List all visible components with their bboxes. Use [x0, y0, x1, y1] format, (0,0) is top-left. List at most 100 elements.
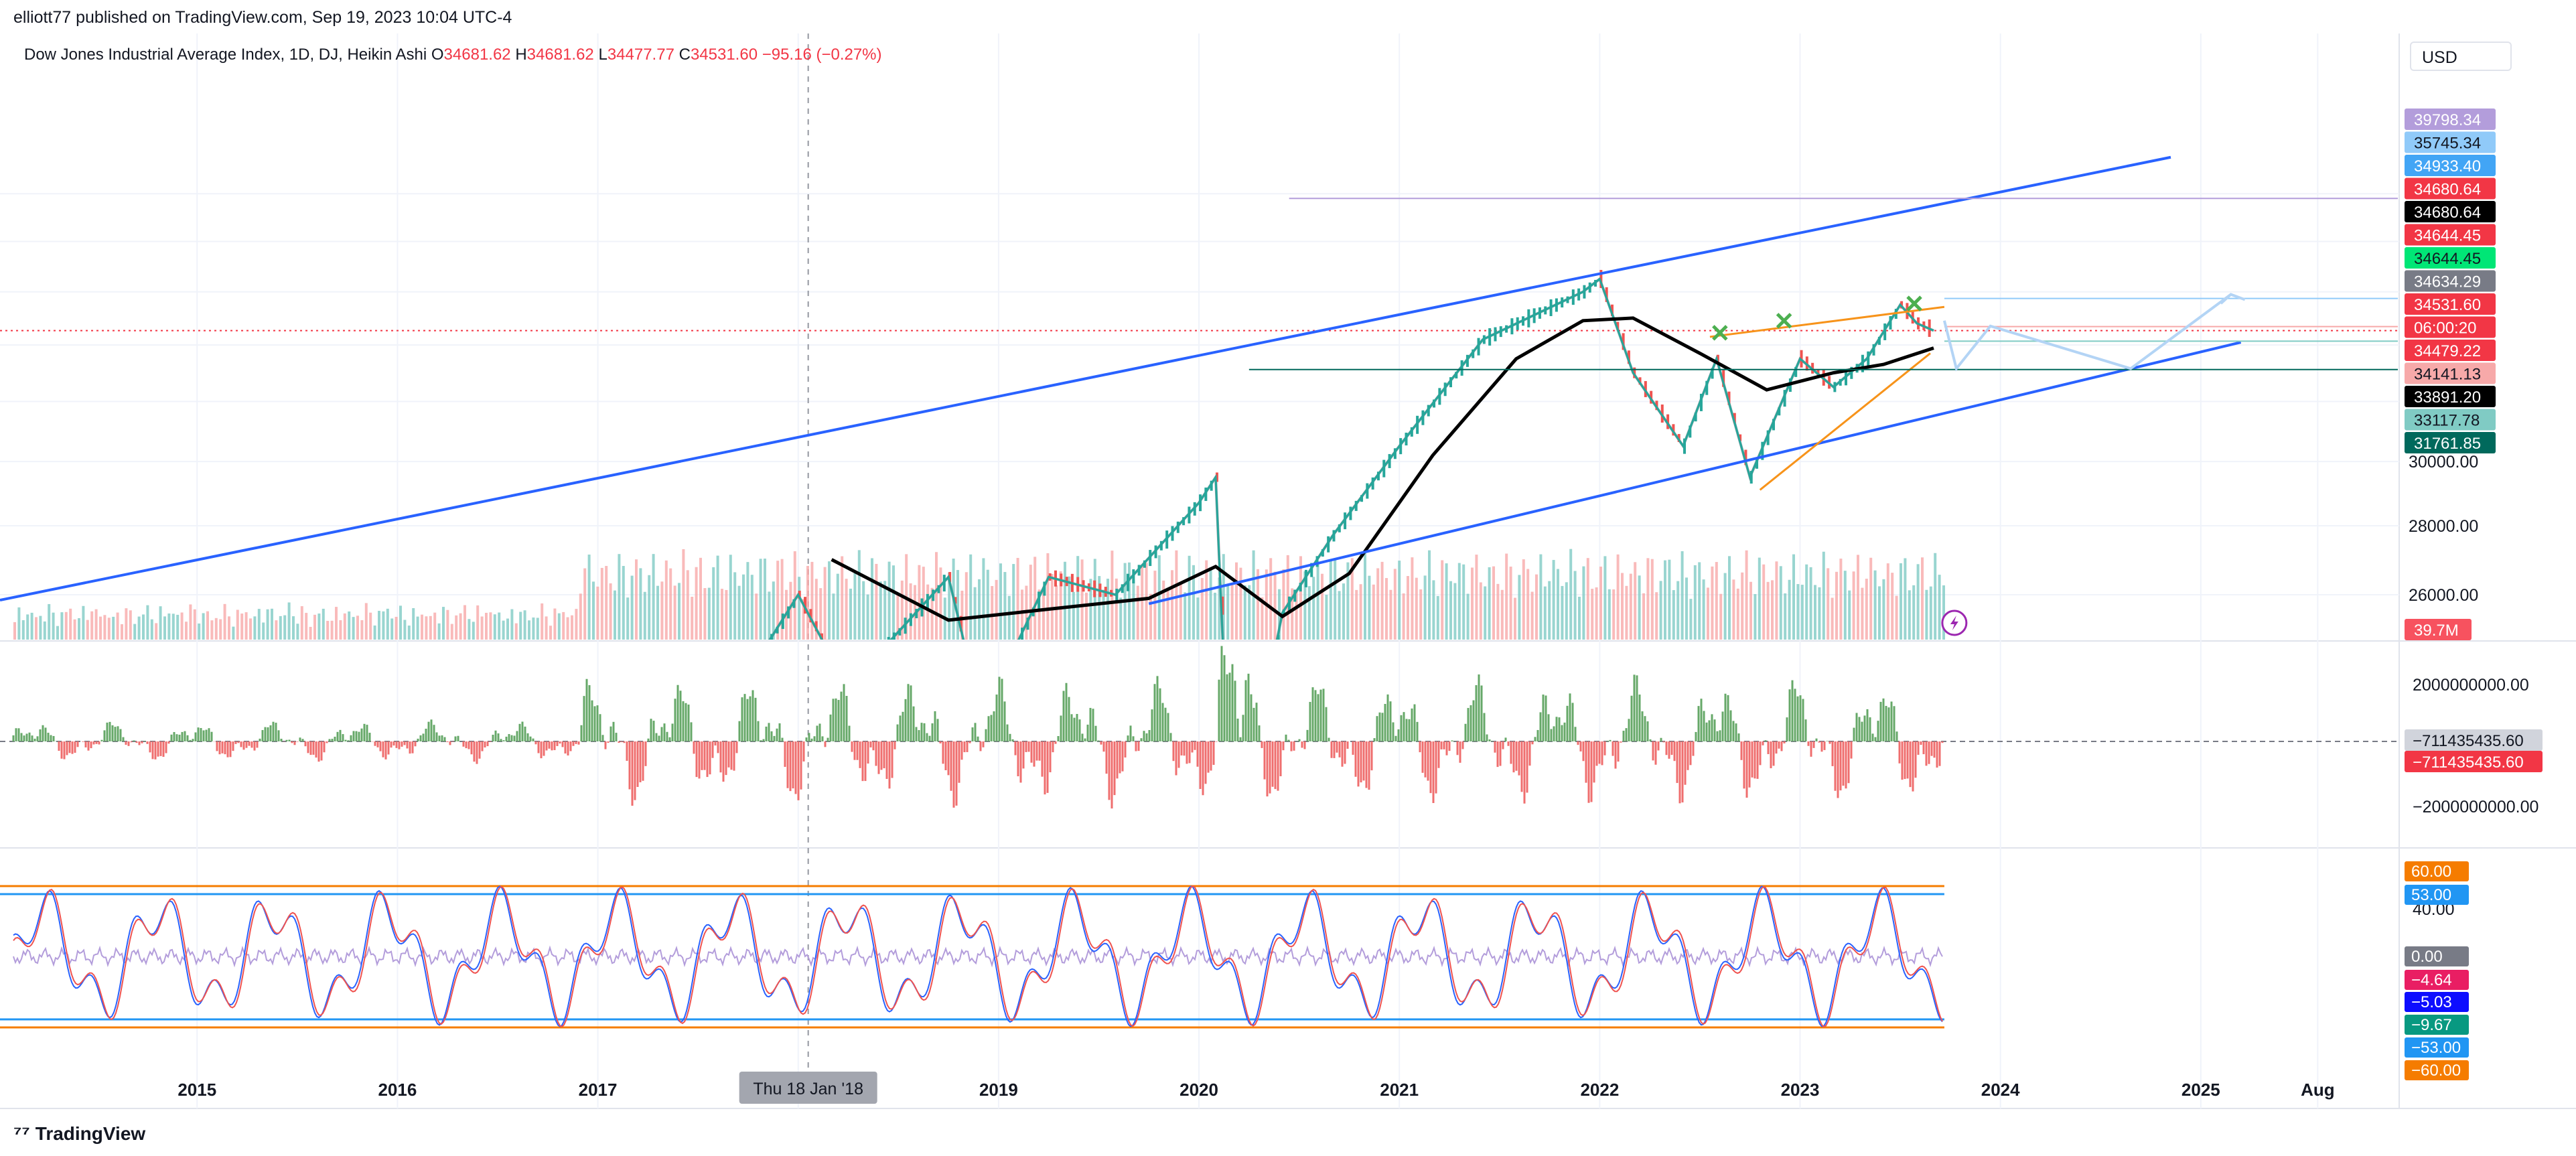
volume-bar [1873, 570, 1877, 640]
heikin-ashi-candle [987, 700, 990, 711]
stochastic-badge[interactable] [2405, 861, 2469, 881]
stochastic-badge[interactable] [2405, 946, 2469, 966]
heikin-ashi-candle [837, 652, 840, 662]
heikin-ashi-candle [570, 865, 573, 878]
price-axis[interactable]: 26000.00 28000.00 30000.00 39798.34 35745.34… [2405, 109, 2496, 640]
volume-badge[interactable] [2405, 619, 2472, 640]
price-label-badge[interactable] [2405, 177, 2496, 200]
heikin-ashi-candle [1388, 453, 1391, 468]
volume-bar [1685, 577, 1688, 640]
volume-bar [1179, 582, 1182, 640]
heikin-ashi-candle [526, 902, 528, 918]
volume-bar [1655, 592, 1658, 640]
heikin-ashi-candle [1405, 433, 1408, 446]
volume-bar [257, 609, 261, 640]
heikin-ashi-candle [1716, 354, 1719, 363]
volume-bar [725, 589, 728, 640]
time-tick-label: Aug [2301, 1080, 2335, 1100]
oscillator-pane[interactable]: 2000000000.00 −2000000000.00 −711435435.60… [0, 646, 2543, 816]
oscillator-badge[interactable] [2405, 751, 2543, 772]
volume-bar [1257, 569, 1259, 640]
volume-bar [691, 596, 694, 640]
volume-bar [335, 607, 338, 640]
volume-bar [1904, 558, 1907, 640]
volume-bar [1218, 577, 1221, 640]
heikin-ashi-candle [520, 911, 522, 918]
price-label-badge[interactable] [2405, 131, 2496, 153]
volume-bar [1749, 581, 1752, 640]
stochastic-badge[interactable] [2405, 885, 2469, 905]
heikin-ashi-candle [1711, 368, 1714, 379]
volume-bar [1891, 573, 1894, 640]
heikin-ashi-candle [1371, 477, 1374, 490]
volume-bar [1745, 550, 1748, 640]
heikin-ashi-candle [820, 633, 823, 640]
heikin-ashi-candle [1739, 434, 1742, 441]
heikin-ashi-candle [1260, 719, 1263, 729]
volume-bar [892, 565, 895, 640]
volume-bar [930, 587, 934, 640]
crosshair-date-badge [739, 1072, 877, 1104]
volume-bar [1342, 583, 1345, 640]
volume-bar [729, 555, 732, 640]
volume-bar [1707, 587, 1709, 640]
heikin-ashi-candle [1204, 487, 1208, 501]
change-value: −95.16 (−0.27%) [762, 46, 882, 64]
heikin-ashi-candle [1366, 483, 1369, 499]
tradingview-logo[interactable]: ⁷⁷ TradingView [13, 1123, 145, 1145]
time-axis[interactable]: 2015201620172018201920202021202220232024… [177, 1072, 2335, 1104]
heikin-ashi-candle [687, 766, 690, 778]
stochastic-badge[interactable] [2405, 1060, 2469, 1080]
cross-marker-icon [1776, 313, 1792, 329]
price-label-badge[interactable] [2405, 155, 2496, 176]
stochastic-badge[interactable] [2405, 970, 2469, 990]
symbol-name[interactable]: Dow Jones Industrial Average Index, 1D, … [24, 46, 427, 64]
price-label-badge[interactable] [2405, 270, 2496, 292]
stochastic-badge[interactable] [2405, 992, 2469, 1012]
heikin-ashi-candle [1315, 556, 1319, 567]
stochastic-badge[interactable] [2405, 1037, 2469, 1058]
volume-bar [1325, 595, 1328, 640]
price-label-badge[interactable] [2405, 109, 2496, 130]
volume-bar [1505, 553, 1508, 640]
volume-bar [283, 615, 287, 640]
price-label-badge[interactable] [2405, 386, 2496, 407]
currency-selector[interactable]: USD [2410, 42, 2512, 71]
stochastic-badge[interactable] [2405, 1015, 2469, 1035]
price-label-badge[interactable] [2405, 316, 2496, 338]
symbol-legend[interactable]: Dow Jones Industrial Average Index, 1D, … [24, 46, 882, 64]
heikin-ashi-candle [331, 964, 334, 979]
price-pane[interactable] [0, 155, 2399, 1025]
heikin-ashi-candle [1638, 377, 1642, 385]
volume-bar [39, 616, 42, 640]
price-label-badge[interactable] [2405, 340, 2496, 361]
price-label-badge[interactable] [2405, 293, 2496, 315]
price-label-badge[interactable] [2405, 362, 2496, 384]
volume-bar [1423, 575, 1427, 640]
volume-bar [587, 555, 591, 640]
volume-bar [545, 616, 548, 640]
volume-bar [652, 554, 655, 640]
stochastic-pane[interactable]: 40.0060.0053.000.00−4.64−5.03−9.67−53.00… [0, 861, 2469, 1080]
volume-bar [1226, 585, 1230, 640]
heikin-ashi-candle [709, 731, 712, 741]
heikin-ashi-candle [1749, 470, 1753, 484]
price-label-badge[interactable] [2405, 432, 2496, 453]
volume-bar [1055, 585, 1058, 640]
volume-bar [1582, 566, 1585, 640]
price-label-badge[interactable] [2405, 409, 2496, 431]
price-label-badge[interactable] [2405, 247, 2496, 269]
heikin-ashi-candle [514, 914, 517, 924]
volume-bar [1715, 562, 1718, 640]
volume-bar [1586, 558, 1589, 640]
volume-bar [1595, 587, 1598, 640]
oscillator-badge[interactable] [2405, 729, 2543, 751]
price-label-badge[interactable] [2405, 224, 2496, 246]
volume-bar [1445, 563, 1448, 640]
volume-bar [352, 617, 355, 640]
heikin-ashi-candle [871, 645, 873, 658]
volume-bar [463, 605, 466, 640]
volume-bar [592, 581, 595, 640]
price-label-badge[interactable] [2405, 201, 2496, 222]
